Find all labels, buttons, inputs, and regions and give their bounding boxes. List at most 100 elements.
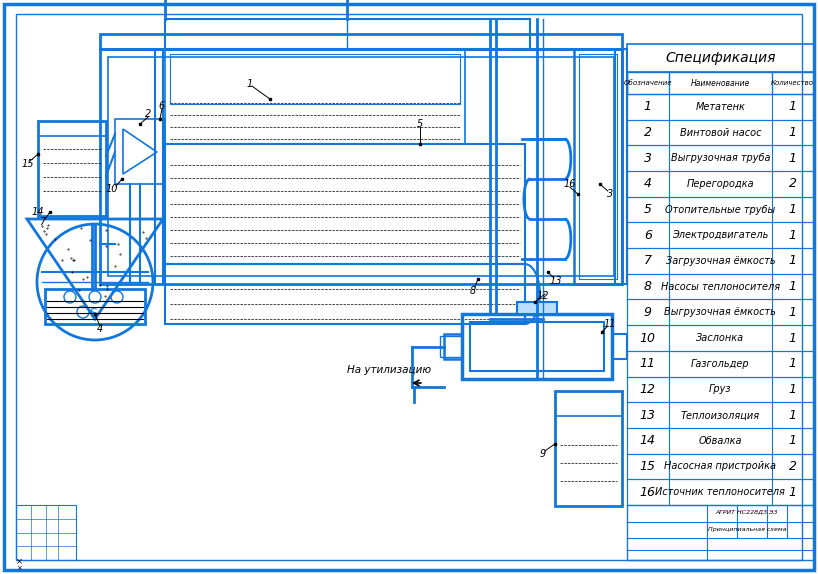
Bar [115,119,165,184]
Text: 15: 15 [22,159,34,169]
Text: 4: 4 [97,324,103,334]
Text: Перегородка: Перегородка [686,179,754,189]
Text: 1: 1 [789,435,797,447]
Text: 1: 1 [789,306,797,319]
Text: Винтовой насос: Винтовой насос [680,127,761,138]
Bar [627,453,814,479]
Text: Принципиальная схема: Принципиальная схема [708,528,786,533]
Text: 6: 6 [644,229,652,242]
Bar [627,171,814,197]
Bar [38,121,106,216]
Bar [627,94,814,120]
Bar [170,54,460,104]
Text: 3: 3 [644,152,652,165]
Text: S: S [89,308,97,320]
Text: 14: 14 [32,207,44,217]
Text: 2: 2 [789,177,797,191]
Text: 10: 10 [640,332,656,344]
Text: 16: 16 [564,179,576,189]
Text: 4: 4 [644,177,652,191]
Bar [627,325,814,351]
Bar [627,197,814,223]
Text: 12: 12 [640,383,656,396]
Bar [579,54,617,279]
Text: 7: 7 [39,217,45,227]
Text: На утилизацию: На утилизацию [347,365,431,375]
Text: 3: 3 [607,189,613,199]
Text: 1: 1 [789,203,797,216]
Bar [440,336,462,357]
Text: Загрузочная ёмкость: Загрузочная ёмкость [666,256,775,266]
Text: ×: × [16,565,22,571]
Bar [517,302,557,314]
Text: 9: 9 [644,306,652,319]
Text: 1: 1 [789,357,797,370]
Bar [165,144,525,264]
Text: 1: 1 [247,79,253,89]
Text: 13: 13 [550,276,562,286]
Text: ×: × [16,557,23,566]
Bar [45,289,145,324]
Text: АГРИТ НС228ДЗ.ЭЗ: АГРИТ НС228ДЗ.ЭЗ [716,510,778,514]
Bar [574,49,622,284]
Text: 15: 15 [640,460,656,473]
Text: Груз: Груз [709,385,731,394]
Text: Выгрузочная ёмкость: Выгрузочная ёмкость [664,307,776,317]
Bar [108,57,614,276]
Bar [627,300,814,325]
Text: 11: 11 [640,357,656,370]
Text: 8: 8 [644,280,652,293]
Text: Газгольдер: Газгольдер [691,359,749,369]
Bar [627,44,814,72]
Bar [100,34,622,49]
Bar [612,334,627,359]
Bar [16,505,76,560]
Text: 13: 13 [640,409,656,421]
Bar [165,264,525,324]
Text: Количество: Количество [771,80,814,86]
Text: Спецификация: Спецификация [665,51,775,65]
Text: 8: 8 [470,286,476,296]
Bar [100,49,622,284]
Text: 1: 1 [789,254,797,267]
Text: Насосы теплоносителя: Насосы теплоносителя [661,282,780,292]
Bar [627,428,814,453]
Bar [627,402,814,428]
Text: 1: 1 [789,383,797,396]
Text: 5: 5 [644,203,652,216]
Bar [627,223,814,248]
Text: 2: 2 [789,460,797,473]
Text: 10: 10 [106,184,119,194]
Bar [165,19,530,49]
Text: 2: 2 [644,126,652,139]
Text: Обозначение: Обозначение [623,80,672,86]
Text: 1: 1 [789,126,797,139]
Bar [627,145,814,171]
Text: 11: 11 [604,319,616,329]
Text: 1: 1 [789,332,797,344]
Bar [627,120,814,145]
Text: 16: 16 [640,486,656,499]
Bar [627,248,814,274]
Text: Источник теплоносителя: Источник теплоносителя [655,487,785,497]
Text: 1: 1 [789,152,797,165]
Text: 1: 1 [789,409,797,421]
Text: 2: 2 [145,109,151,119]
Text: Наименование: Наименование [690,79,750,88]
Bar [627,274,814,300]
Text: 7: 7 [644,254,652,267]
Bar [165,49,465,144]
Text: Обвалка: Обвалка [699,436,742,446]
Text: 1: 1 [789,229,797,242]
Bar [462,314,612,379]
Text: Отопительные трубы: Отопительные трубы [665,204,775,215]
Text: 1: 1 [789,486,797,499]
Text: 14: 14 [640,435,656,447]
Bar [470,322,604,371]
Text: 5: 5 [416,119,423,129]
Bar [627,505,814,560]
Text: Электродвигатель: Электродвигатель [672,230,768,241]
Bar [615,49,627,284]
Text: 6: 6 [159,101,165,111]
Text: 1: 1 [644,100,652,114]
